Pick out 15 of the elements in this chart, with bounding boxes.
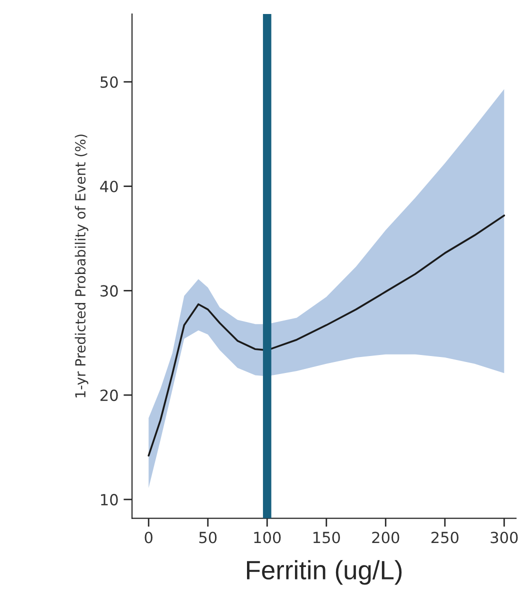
- y-tick-label: 40: [100, 180, 118, 192]
- y-tick-label: 10: [101, 494, 118, 506]
- y-tick-label: 30: [100, 285, 118, 297]
- y-tick-label: 50: [100, 76, 118, 88]
- line-series: [148, 214, 506, 457]
- y-tick-label: 20: [100, 390, 118, 402]
- x-axis-title: Ferritin (ug/L): [247, 560, 402, 585]
- x-tick-label: 300: [490, 532, 518, 544]
- y-axis-title: 1-yr Predicted Probability of Event (%): [74, 134, 88, 398]
- x-tick-label: 200: [372, 532, 400, 544]
- x-tick-label: 100: [254, 532, 281, 544]
- x-tick-label: 150: [313, 532, 340, 544]
- x-tick-label: 0: [144, 532, 152, 544]
- x-tick-label: 50: [199, 532, 217, 544]
- x-tick-label: 250: [431, 532, 458, 544]
